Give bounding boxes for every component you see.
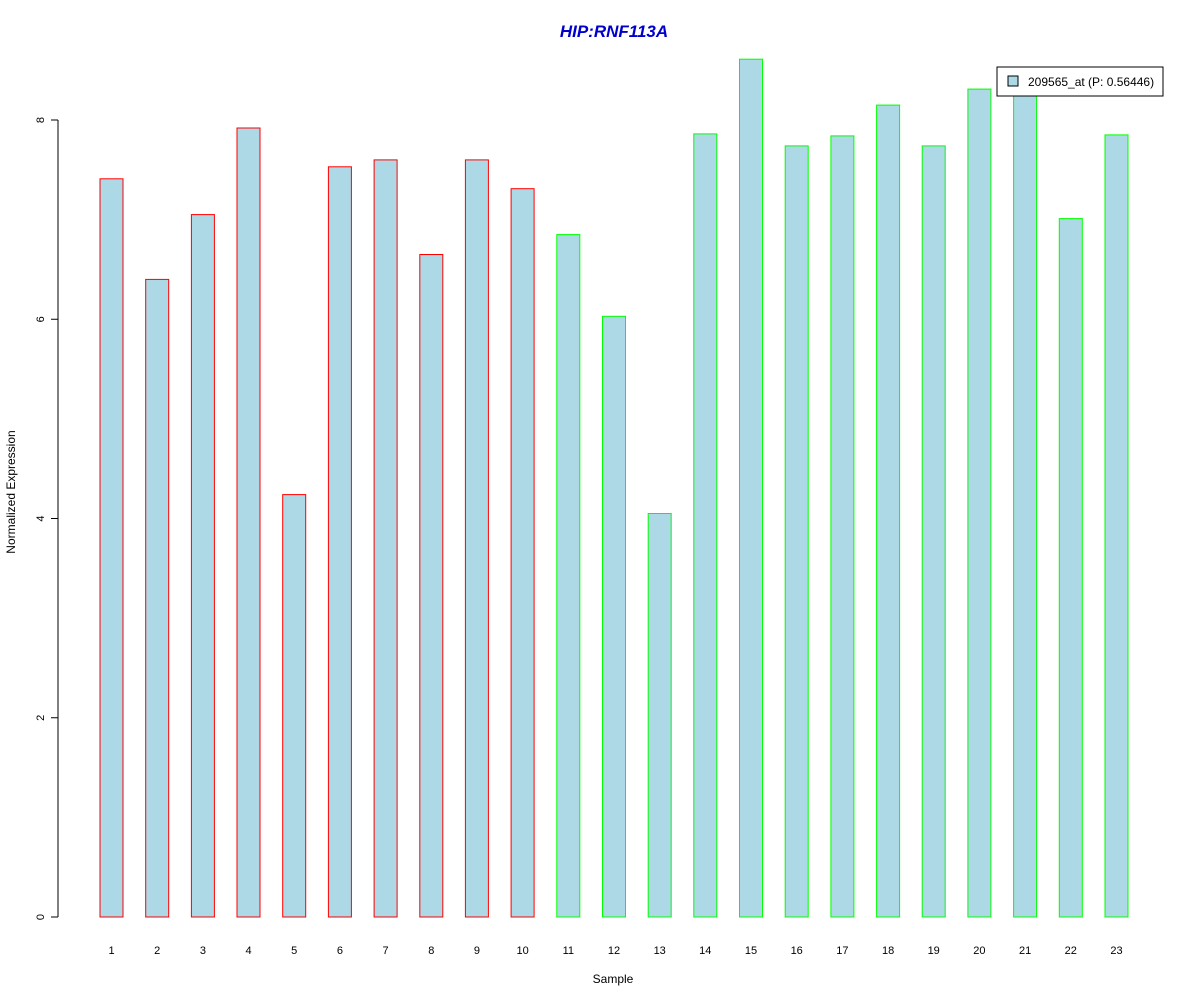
bar-sample-13 (647, 513, 672, 918)
x-tick-label: 11 (563, 945, 574, 957)
bar-sample-12 (602, 315, 626, 918)
x-tick-label: 17 (836, 945, 848, 957)
bar-sample-21 (1013, 94, 1038, 918)
bar-sample-6 (327, 166, 352, 918)
x-tick-label: 13 (654, 945, 666, 957)
bar-sample-17 (830, 135, 855, 918)
legend: 209565_at (P: 0.56446) (996, 66, 1164, 97)
bar-sample-19 (921, 145, 946, 918)
bar-sample-9 (464, 159, 489, 918)
y-tick-label: 2 (35, 715, 47, 721)
bar-sample-5 (282, 494, 307, 918)
chart-title: HIP:RNF113A (560, 22, 668, 41)
x-tick-label: 6 (337, 945, 343, 957)
bar-sample-20 (967, 88, 992, 918)
y-tick-label: 4 (35, 515, 47, 521)
x-tick-label: 19 (928, 945, 940, 957)
bar-sample-2 (145, 278, 170, 918)
bars-group (99, 58, 1129, 918)
x-tick-label: 1 (108, 945, 114, 957)
legend-swatch (1007, 75, 1019, 87)
x-tick-label: 18 (882, 945, 894, 957)
y-axis-label: Normalized Expression (4, 430, 18, 553)
bar-sample-8 (419, 254, 444, 918)
x-tick-label: 16 (791, 945, 803, 957)
x-tick-label: 22 (1065, 945, 1077, 957)
x-tick-label: 5 (291, 945, 297, 957)
y-tick-label: 6 (35, 316, 47, 322)
x-axis-label: Sample (593, 972, 634, 986)
x-tick-label: 23 (1110, 945, 1122, 957)
x-tick-label: 15 (745, 945, 757, 957)
bar-sample-15 (739, 58, 763, 918)
y-tick-label: 8 (35, 117, 47, 123)
bar-sample-23 (1104, 134, 1129, 918)
bar-sample-4 (236, 127, 261, 918)
bar-sample-22 (1058, 218, 1083, 918)
x-tick-labels: 1 2 3 4 5 6 7 8 9 10 11 12 13 14 15 16 17 18 19 20 21 22 23 (108, 945, 1122, 957)
y-axis: 0 2 4 6 8 (35, 117, 59, 920)
legend-entry: 209565_at (P: 0.56446) (1028, 75, 1154, 89)
bar-sample-18 (876, 104, 901, 918)
x-tick-label: 21 (1019, 945, 1031, 957)
bar-sample-7 (373, 159, 398, 918)
bar-sample-10 (510, 188, 535, 918)
legend-box (996, 66, 1164, 97)
x-tick-label: 8 (428, 945, 434, 957)
x-tick-label: 4 (245, 945, 251, 957)
x-tick-label: 2 (154, 945, 160, 957)
x-tick-label: 3 (200, 945, 206, 957)
x-tick-label: 14 (699, 945, 711, 957)
x-tick-label: 7 (383, 945, 389, 957)
x-tick-label: 20 (973, 945, 985, 957)
bar-sample-16 (784, 145, 809, 918)
bar-sample-14 (693, 133, 718, 918)
bar-sample-11 (556, 234, 581, 918)
bar-sample-1 (99, 178, 124, 918)
x-tick-label: 9 (474, 945, 480, 957)
bar-sample-3 (190, 214, 215, 918)
y-tick-label: 0 (35, 914, 47, 920)
x-tick-label: 12 (608, 945, 620, 957)
x-tick-label: 10 (516, 945, 528, 957)
